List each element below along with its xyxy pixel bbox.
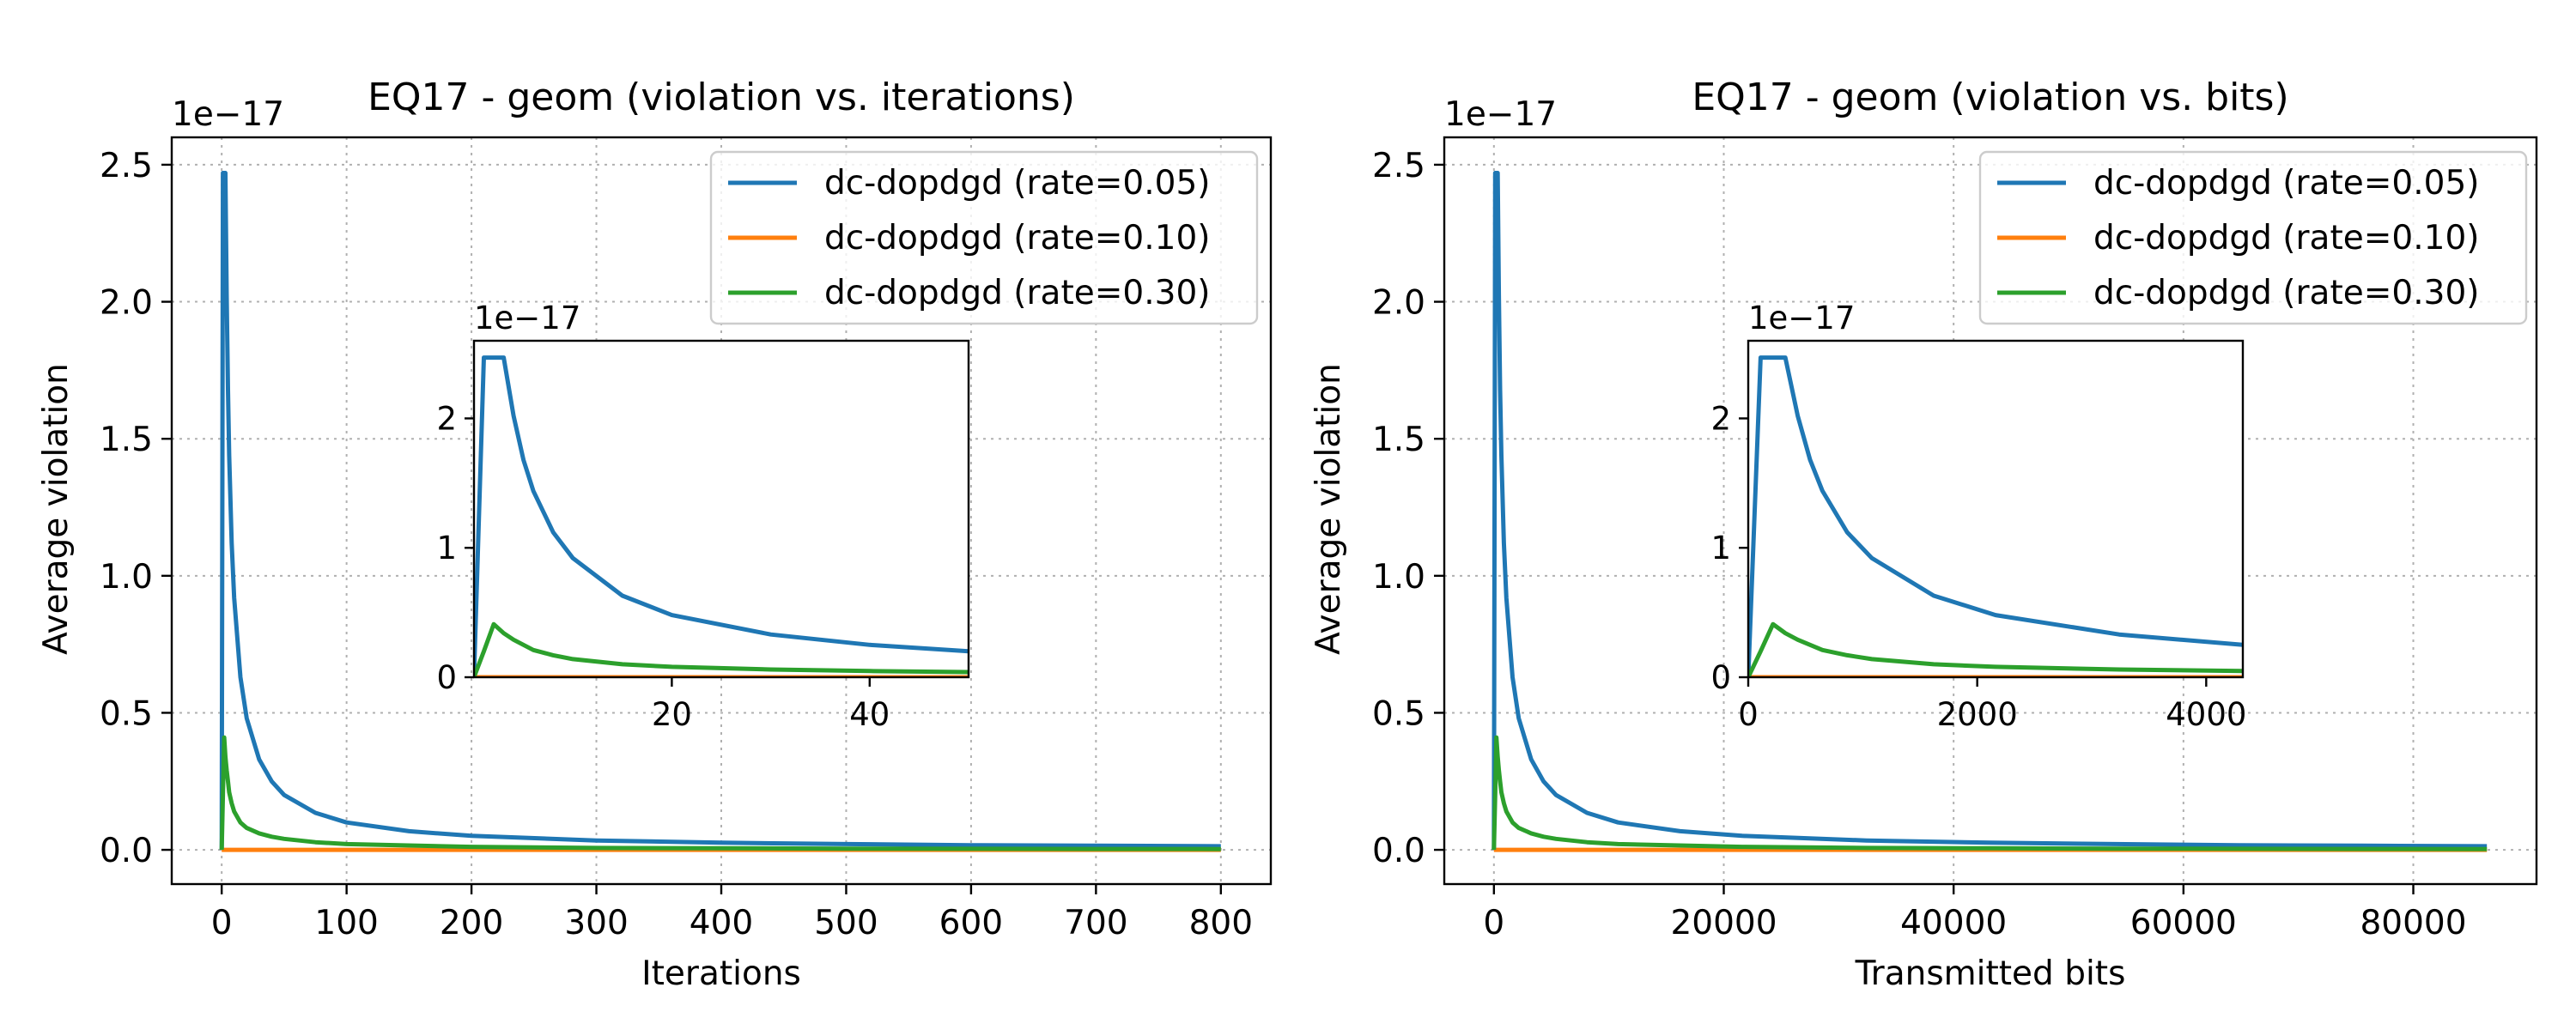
y-offset-text: 1e−17 xyxy=(172,95,284,134)
legend-frame xyxy=(1978,150,2528,325)
inset-y-offset-text: 1e−17 xyxy=(1748,300,1855,336)
inset-background xyxy=(1748,341,2243,677)
y-tick-label: 2.5 xyxy=(100,147,153,185)
inset-frame xyxy=(472,339,970,679)
x-tick-label: 100 xyxy=(314,904,378,942)
x-tick-label: 60000 xyxy=(2130,904,2237,942)
legend-frame xyxy=(709,150,1259,325)
x-ticks: 0 20000 40000 60000 80000 xyxy=(1483,884,2467,942)
x-tick-label: 300 xyxy=(564,904,628,942)
x-ticks: 0 100 200 300 400 500 600 700 800 xyxy=(211,884,1253,942)
y-axis-label: Average violation xyxy=(37,363,76,655)
inset-frame xyxy=(1747,339,2245,679)
legend-label: dc-dopdgd (rate=0.05) xyxy=(824,164,1210,203)
inset-series-layer xyxy=(474,355,969,677)
x-axis-label: Iterations xyxy=(641,954,801,993)
x-tick-label: 500 xyxy=(814,904,878,942)
inset-y-tick-label: 2 xyxy=(1710,400,1731,437)
y-tick-label: 0.5 xyxy=(100,694,153,733)
y-tick-label: 0.0 xyxy=(100,832,153,870)
y-tick-label: 2.0 xyxy=(1372,284,1425,323)
y-tick-label: 2.5 xyxy=(1372,147,1425,185)
inset-y-ticks: 0 1 2 xyxy=(1710,400,1748,696)
y-tick-label: 1.0 xyxy=(1372,558,1425,597)
inset-y-ticks: 0 1 2 xyxy=(436,400,474,696)
x-tick-label: 700 xyxy=(1064,904,1127,942)
inset-x-tick-label: 4000 xyxy=(2166,696,2246,733)
inset-y-tick-label: 1 xyxy=(1710,530,1731,566)
y-axis-label: Average violation xyxy=(1309,363,1348,655)
chart-title: EQ17 - geom (violation vs. bits) xyxy=(1692,76,2288,119)
y-tick-label: 0.5 xyxy=(1372,694,1425,733)
inset-series-layer xyxy=(1748,355,2243,677)
series-line-1 xyxy=(1492,171,2488,851)
y-tick-label: 0.0 xyxy=(1372,832,1425,870)
x-axis-label: Transmitted bits xyxy=(1855,954,2126,993)
legend: dc-dopdgd (rate=0.05) dc-dopdgd (rate=0.… xyxy=(709,150,1259,325)
inset-series-line-3 xyxy=(1748,621,2243,677)
x-tick-label: 200 xyxy=(440,904,503,942)
chart-title: EQ17 - geom (violation vs. iterations) xyxy=(368,76,1075,119)
plot-frame xyxy=(1443,136,2538,886)
legend-label: dc-dopdgd (rate=0.05) xyxy=(2093,164,2479,203)
y-tick-label: 1.5 xyxy=(100,421,153,459)
inset-series-line-1 xyxy=(1748,355,2243,677)
inset-x-tick-label: 20 xyxy=(652,696,692,733)
x-tick-label: 800 xyxy=(1189,904,1253,942)
chart-bits: EQ17 - geom (violation vs. bits) 1e−17 T… xyxy=(1309,76,2538,993)
x-tick-label: 400 xyxy=(690,904,753,942)
series-layer xyxy=(1492,171,2488,852)
series-line-3 xyxy=(1492,735,2488,851)
inset-background xyxy=(474,341,969,677)
legend-label: dc-dopdgd (rate=0.30) xyxy=(2093,274,2479,312)
inset-y-tick-label: 1 xyxy=(436,530,457,566)
x-tick-label: 0 xyxy=(1483,904,1504,942)
series-layer xyxy=(219,171,1221,852)
inset-chart: 20 40 012 1e−17 xyxy=(436,300,970,733)
series-line-1 xyxy=(219,171,1221,851)
inset-y-tick-label: 0 xyxy=(1710,659,1731,696)
inset-x-tick-label: 2000 xyxy=(1937,696,2018,733)
legend-label: dc-dopdgd (rate=0.10) xyxy=(824,219,1210,258)
y-ticks: 0.0 0.5 1.0 1.5 2.0 2.5 xyxy=(1372,147,1444,870)
legend-label: dc-dopdgd (rate=0.10) xyxy=(2093,219,2479,258)
x-tick-label: 40000 xyxy=(1900,904,2007,942)
x-tick-label: 600 xyxy=(939,904,1003,942)
inset-x-tick-label: 40 xyxy=(849,696,890,733)
y-tick-label: 2.0 xyxy=(100,284,153,323)
x-tick-label: 80000 xyxy=(2360,904,2466,942)
y-offset-text: 1e−17 xyxy=(1444,95,1557,134)
inset-x-ticks: 0 2000 4000 xyxy=(1738,677,2246,733)
inset-series-line-1 xyxy=(474,355,969,677)
inset-chart: 0 2000 4000 0 1 2 1e−17 xyxy=(1710,300,2246,733)
y-tick-label: 1.0 xyxy=(100,558,153,597)
y-tick-label: 1.5 xyxy=(1372,421,1425,459)
y-ticks: 0.0 0.5 1.0 1.5 2.0 2.5 xyxy=(100,147,172,870)
inset-x-tick-label: 0 xyxy=(1738,696,1759,733)
inset-y-tick-label: 0 xyxy=(436,659,457,696)
inset-series-line-3 xyxy=(474,621,969,677)
x-tick-label: 20000 xyxy=(1670,904,1777,942)
x-tick-label: 0 xyxy=(211,904,233,942)
series-line-3 xyxy=(219,735,1221,851)
inset-x-ticks: 20 40 xyxy=(652,677,890,733)
inset-y-tick-label: 2 xyxy=(436,400,457,437)
chart-iterations: EQ17 - geom (violation vs. iterations) 1… xyxy=(37,76,1273,993)
inset-y-offset-text: 1e−17 xyxy=(474,300,580,336)
legend: dc-dopdgd (rate=0.05) dc-dopdgd (rate=0.… xyxy=(1978,150,2528,325)
legend-label: dc-dopdgd (rate=0.30) xyxy=(824,274,1210,312)
